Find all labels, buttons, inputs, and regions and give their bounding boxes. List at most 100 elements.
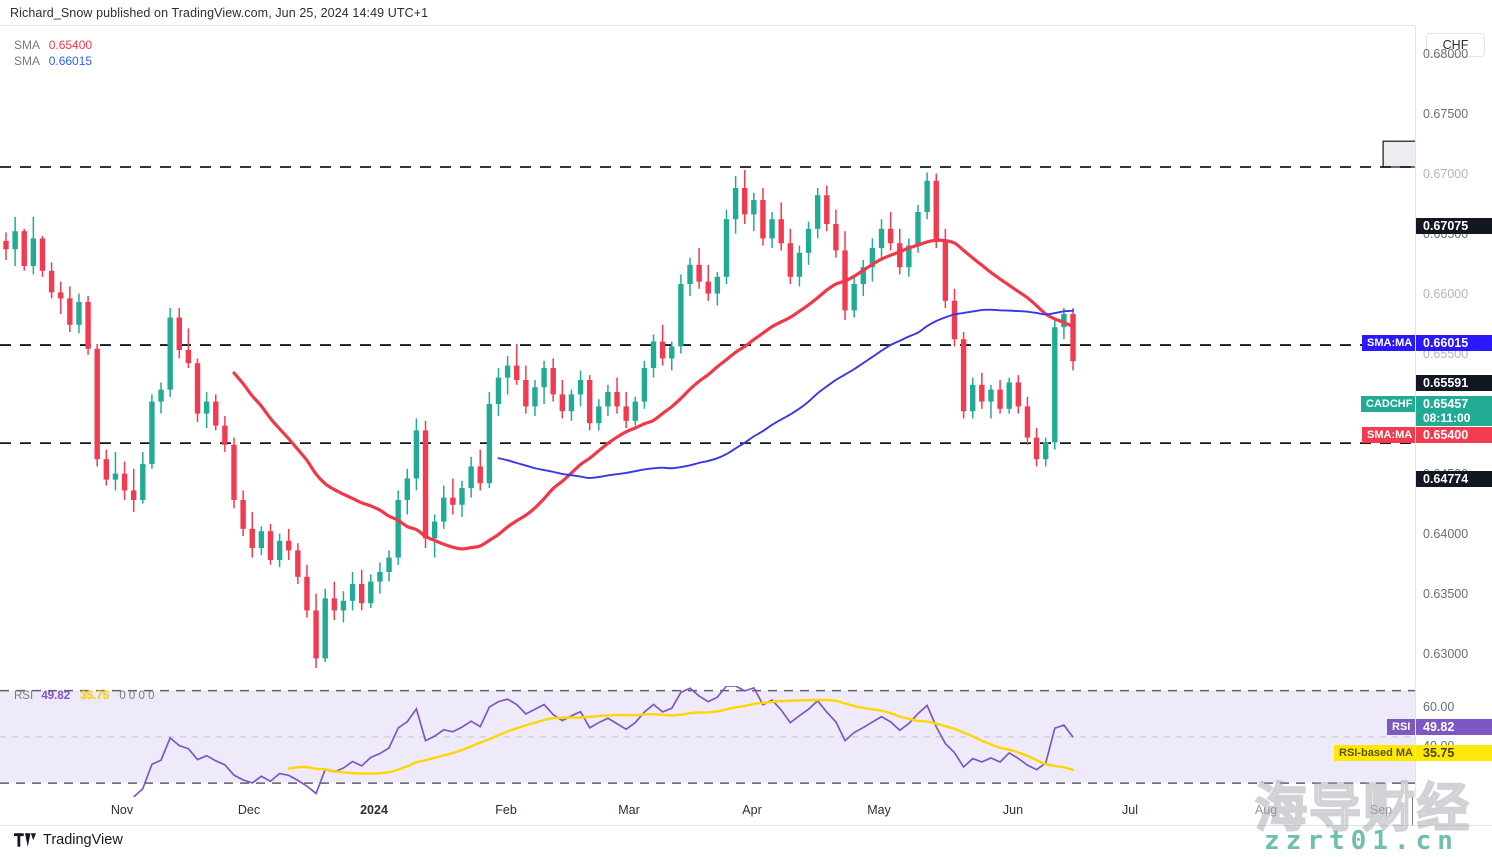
- candle-body: [769, 219, 775, 239]
- candle-body: [723, 219, 730, 277]
- candle-body: [696, 264, 702, 282]
- candle-body: [504, 365, 511, 378]
- price-tick-0-64000: 0.64000: [1423, 527, 1469, 541]
- candle-body: [742, 188, 748, 215]
- candle-body: [3, 240, 9, 250]
- candle-body: [422, 430, 429, 539]
- rsi-pane[interactable]: RSI 49.82 35.75 0 0 0 0: [0, 686, 1415, 798]
- rsi-pane-legend: RSI 49.82 35.75 0 0 0 0: [14, 690, 155, 702]
- candle-body: [669, 346, 675, 359]
- time-label-sep: Sep: [1369, 803, 1393, 817]
- source-tag-sma-slow: SMA:MA: [1362, 335, 1415, 351]
- candle-body: [933, 180, 939, 241]
- candle-body: [112, 473, 119, 480]
- candle-body: [495, 377, 502, 404]
- tradingview-logo[interactable]: TradingView: [14, 832, 123, 848]
- candle-body: [39, 238, 46, 271]
- candle-body: [103, 459, 110, 480]
- rsi-based-ma-line: [287, 698, 1075, 775]
- rsi-axis[interactable]: 60.00 40.00 49.82 35.75: [1415, 686, 1492, 797]
- candle-body: [988, 389, 994, 402]
- rsi-ma-legend-value: 35.75: [80, 690, 110, 702]
- candle-body: [833, 224, 839, 251]
- candle-body: [222, 425, 228, 445]
- rsi-legend-label: RSI: [14, 690, 34, 702]
- candle-body: [477, 466, 483, 484]
- candle-body: [450, 497, 456, 505]
- candle-body: [760, 200, 766, 239]
- candle-body: [1006, 382, 1012, 409]
- candle-body: [368, 581, 374, 604]
- candle-body: [559, 394, 566, 412]
- price-tick-0-67500: 0.67500: [1423, 107, 1469, 121]
- candle-body: [176, 317, 182, 350]
- price-pane[interactable]: SMA 0.65400 SMA 0.66015: [0, 25, 1415, 687]
- candle-body: [1024, 406, 1031, 438]
- candle-body: [586, 380, 593, 424]
- sma-slow-line: [497, 308, 1074, 479]
- candle-body: [1052, 327, 1058, 443]
- candle-body: [331, 598, 338, 611]
- legend-row-sma-fast: SMA 0.65400: [14, 37, 92, 53]
- candle-body: [805, 228, 812, 253]
- candle-body: [1070, 314, 1076, 362]
- candle-body: [997, 389, 1003, 409]
- candle-body: [395, 500, 401, 558]
- candle-body: [550, 368, 556, 395]
- candle-body: [21, 231, 27, 266]
- candle-body: [267, 531, 274, 560]
- candle-body: [887, 228, 894, 244]
- time-label-feb: Feb: [495, 803, 517, 817]
- candle-body: [203, 401, 210, 414]
- publish-attribution: Richard_Snow published on TradingView.co…: [10, 6, 429, 20]
- time-label-nov: Nov: [110, 803, 134, 817]
- time-label-may: May: [867, 803, 891, 817]
- candle-body: [714, 276, 721, 294]
- tradingview-mark-icon: [14, 833, 36, 847]
- candle-body: [614, 392, 620, 407]
- candle-body: [94, 348, 100, 460]
- candle-body: [514, 365, 520, 380]
- time-axis[interactable]: Nov Dec 2024 Feb Mar Apr May Jun Jul Aug Sep: [0, 797, 1492, 826]
- candle-body: [486, 404, 493, 484]
- candle-body: [960, 339, 967, 412]
- candle-body: [878, 228, 885, 248]
- candle-body: [678, 284, 684, 347]
- price-axis[interactable]: CHF 0.68000 0.67500 0.67000 0.66500 0.66000 0…: [1415, 25, 1492, 685]
- rsi-tick-60: 60.00: [1423, 700, 1455, 714]
- price-plot: [0, 140, 1415, 668]
- resistance-zone: [1382, 140, 1415, 168]
- price-badge-resistance: 0.67075: [1416, 218, 1492, 234]
- currency-chip[interactable]: CHF: [1426, 33, 1485, 57]
- candle-body: [231, 444, 237, 500]
- candle-body: [149, 401, 155, 464]
- watermark-site: zzrt01.cn: [1264, 826, 1459, 856]
- price-pane-legend: SMA 0.65400 SMA 0.66015: [14, 37, 92, 69]
- candle-body: [970, 384, 976, 412]
- candle-body: [340, 600, 347, 611]
- candle-body: [167, 317, 173, 390]
- price-tick-0-63500: 0.63500: [1423, 587, 1469, 601]
- candle-body: [67, 298, 73, 325]
- candle-body: [185, 350, 192, 364]
- rsi-plot: [0, 686, 1415, 797]
- candle-body: [641, 368, 648, 402]
- candle-body: [897, 243, 903, 268]
- candle-body: [249, 528, 255, 548]
- candle-body: [413, 430, 420, 479]
- last-price-value: 0.65457: [1423, 397, 1469, 411]
- chart-frame: SMA 0.65400 SMA 0.66015 RSI 49.82 35.75 …: [0, 25, 1492, 798]
- candle-body: [130, 490, 137, 500]
- candle-body: [860, 267, 866, 284]
- time-axis-cursor: [1412, 797, 1413, 825]
- candle-body: [377, 572, 383, 582]
- candle-body: [85, 302, 91, 349]
- legend-label-sma-fast: SMA: [14, 38, 40, 52]
- candle-body: [851, 284, 857, 311]
- candle-body: [76, 302, 82, 325]
- candle-body: [276, 540, 283, 560]
- time-label-mar: Mar: [618, 803, 640, 817]
- rsi-legend-params: 0 0 0 0: [119, 690, 155, 702]
- candle-body: [304, 576, 310, 611]
- sma-fast-line: [232, 238, 1075, 551]
